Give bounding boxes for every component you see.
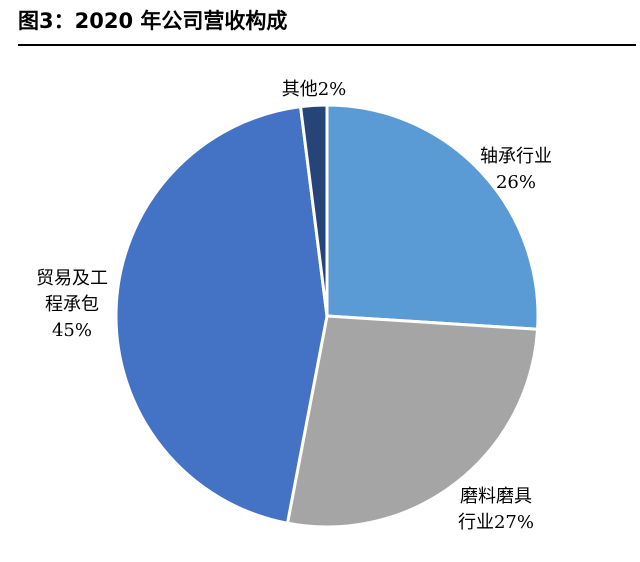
slice-label-line: 行业27% [458,512,534,533]
slice-label: 贸易及工程承包 45% [36,268,108,341]
figure-title: 图3：2020 年公司营收构成 [18,9,288,33]
slice-label: 磨料磨具行业27% [458,486,534,533]
pie-labels: 轴承行业 26% 磨料磨具行业27% 贸易及工程承包 45% 其他2% [36,79,552,533]
slice-label-line: 45% [52,320,92,341]
slice-label-line: 26% [496,172,536,193]
pie-slice [299,103,329,318]
pie-chart-svg: 轴承行业 26% 磨料磨具行业27% 贸易及工程承包 45% 其他2% [36,79,552,533]
slice-label: 轴承行业 26% [480,146,552,193]
title-divider [18,44,636,46]
slice-label: 其他2% [282,79,347,100]
pie-slices [114,103,540,529]
pie-slice [114,105,329,525]
slice-label-line: 贸易及工 [36,268,108,289]
slice-label-line: 其他2% [282,79,347,100]
pie-slice [285,314,540,529]
pie-chart: 轴承行业 26% 磨料磨具行业27% 贸易及工程承包 45% 其他2% [0,48,640,562]
slice-label-line: 磨料磨具 [460,486,532,507]
pie-slice [325,103,540,331]
slice-label-line: 程承包 [45,294,99,315]
slice-label-line: 轴承行业 [480,146,552,167]
